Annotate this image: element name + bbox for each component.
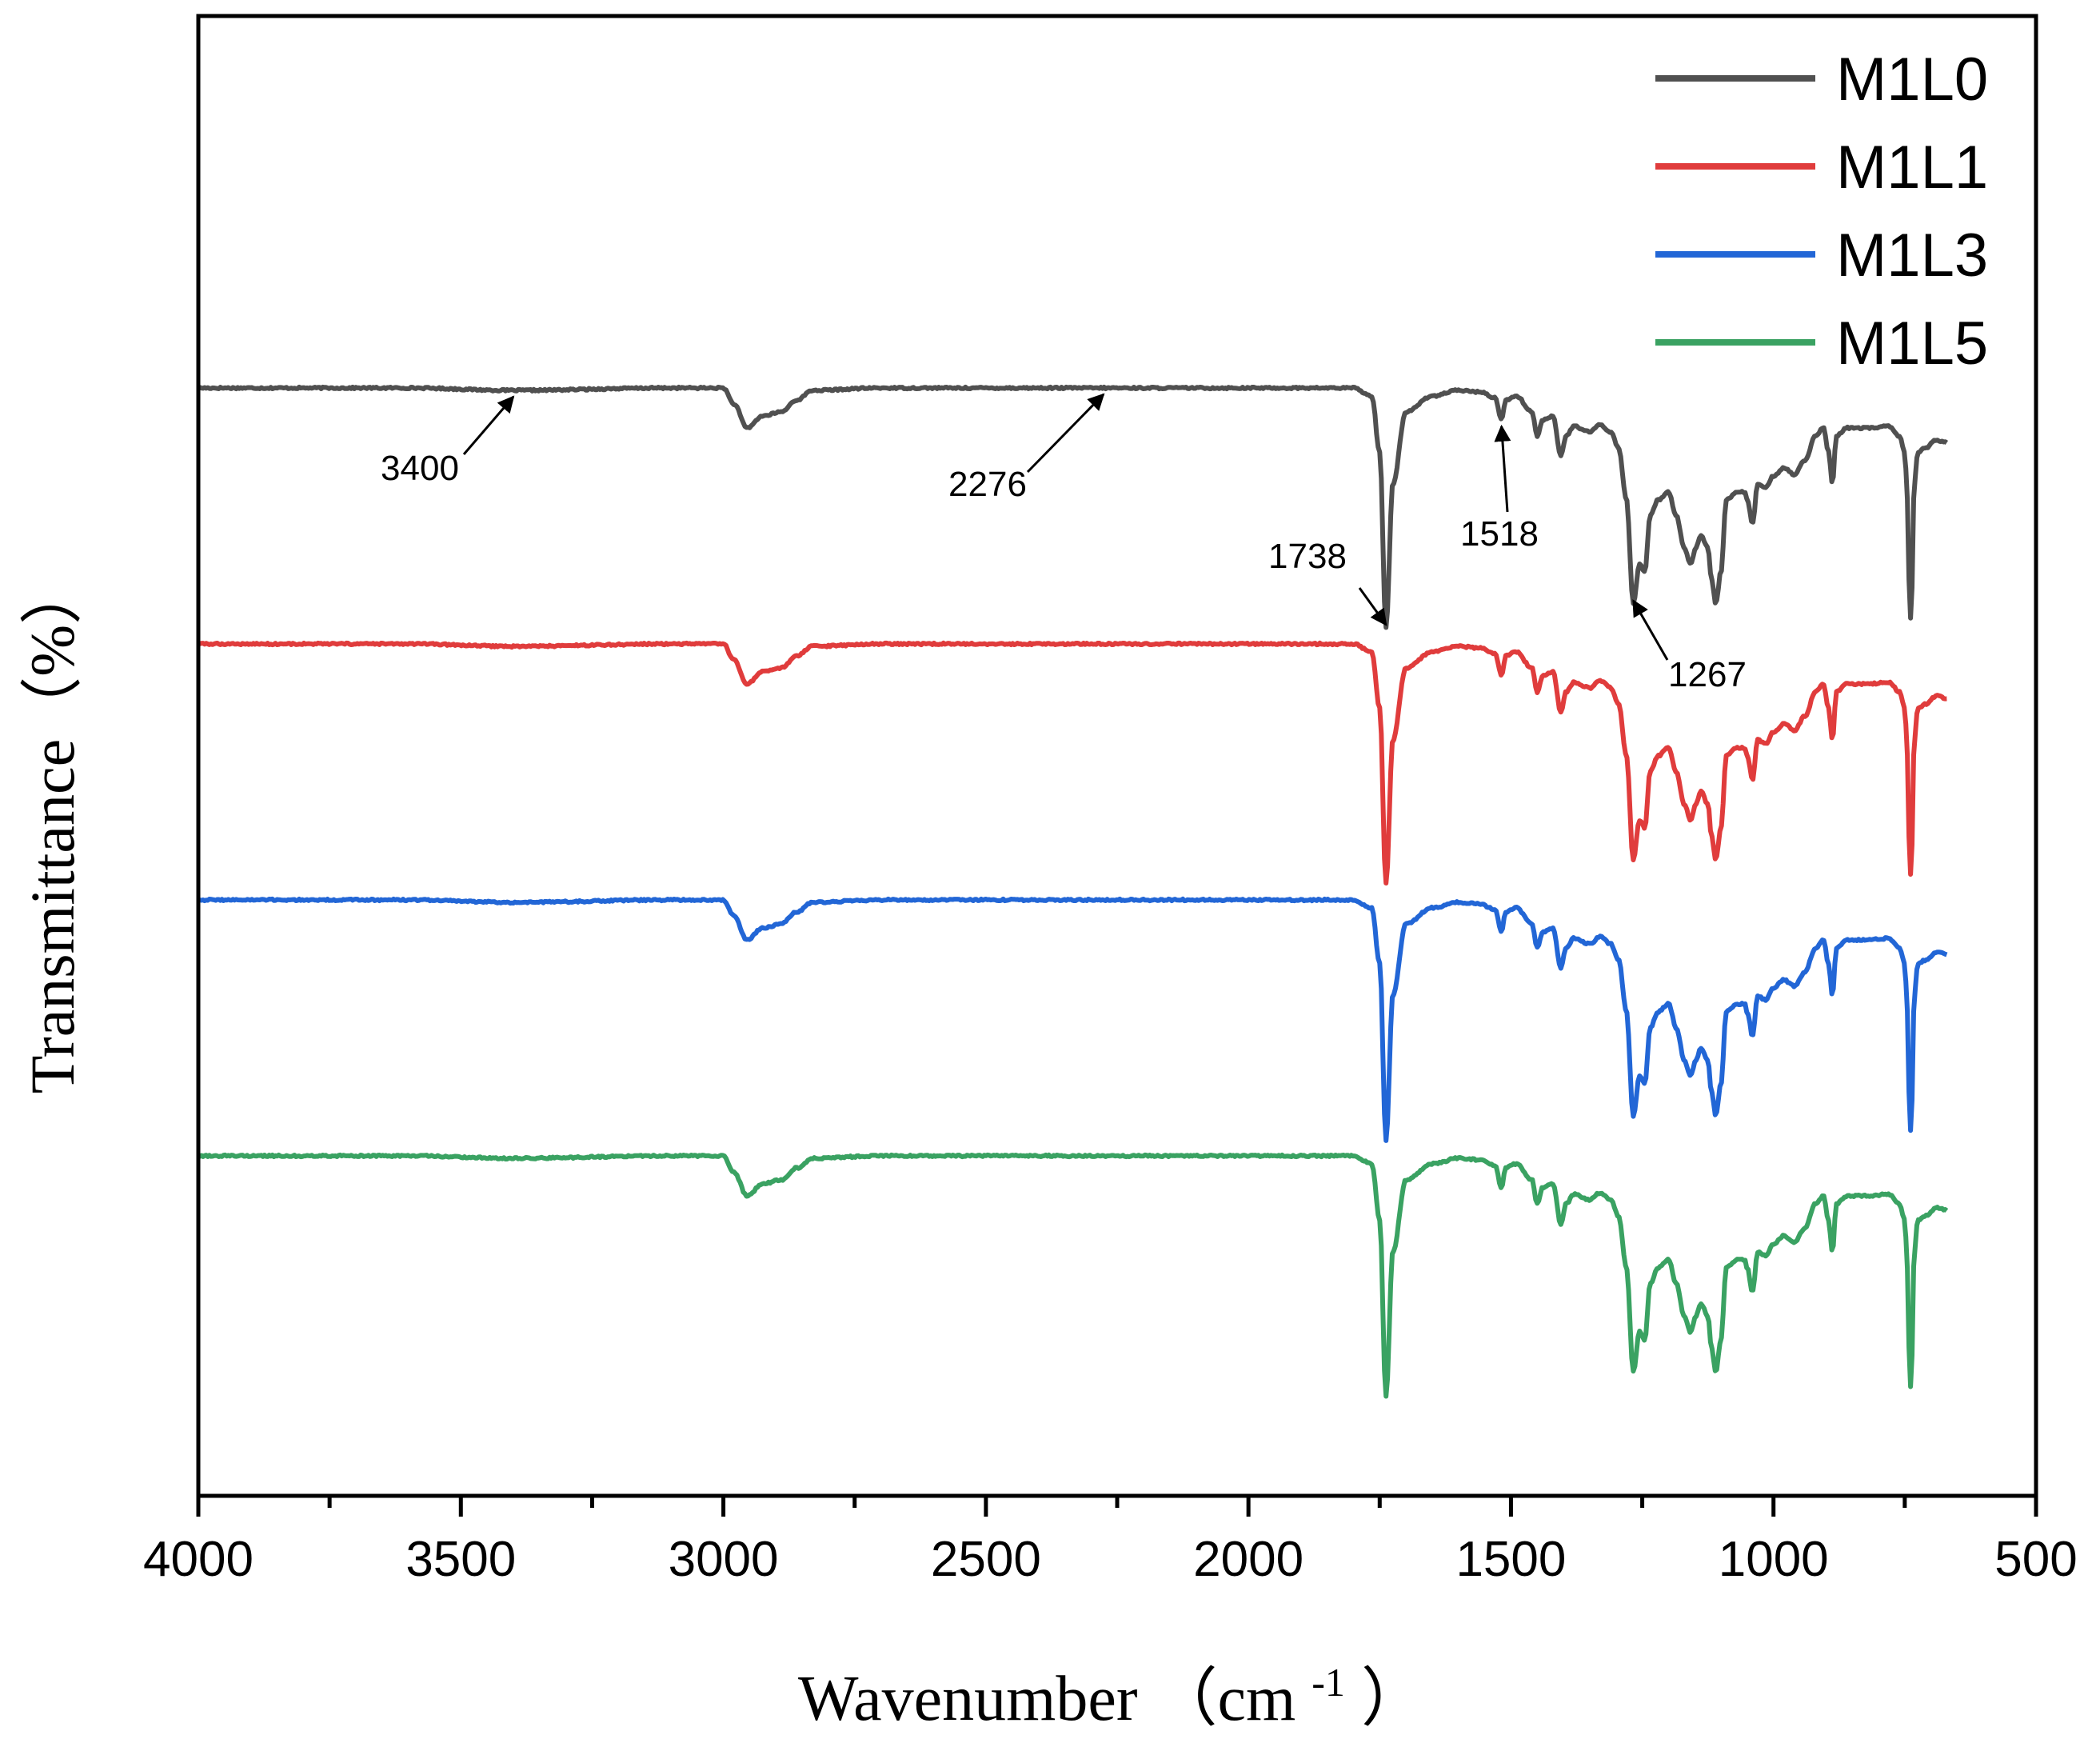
series-layer <box>197 384 1949 1399</box>
annotation-arrow-1518 <box>1494 424 1511 513</box>
plot-frame <box>196 14 2038 1498</box>
series-line-m1l5 <box>198 1152 1949 1399</box>
x-tick-label-1500: 1500 <box>1455 1532 1566 1587</box>
series-line-m1l3 <box>198 896 1948 1143</box>
x-axis-title: Wavenumber （cm -1 ） <box>798 1640 1425 1734</box>
legend-label-m1l3: M1L3 <box>1836 222 1988 290</box>
x-axis-unit-close: ） <box>1361 1664 1425 1734</box>
legend-label-m1l1: M1L1 <box>1836 134 1988 202</box>
x-tick-label-3500: 3500 <box>405 1532 516 1587</box>
x-tick-label-3000: 3000 <box>669 1532 779 1587</box>
annotation-arrow-3400 <box>462 395 515 455</box>
annotation-label-1518: 1518 <box>1460 514 1539 554</box>
legend-label-m1l0: M1L0 <box>1836 46 1988 114</box>
legend-label-m1l5: M1L5 <box>1836 310 1988 378</box>
series-line-m1l1 <box>197 640 1948 885</box>
annotation-arrow-2276 <box>1026 393 1105 474</box>
series-line-m1l0 <box>197 384 1949 630</box>
x-axis-unit-open: （cm <box>1154 1664 1296 1734</box>
legend: M1L0 M1L1 M1L3 M1L5 <box>1655 46 1988 378</box>
annotation-label-2276: 2276 <box>948 465 1027 504</box>
annotation-arrow-1267 <box>1632 599 1669 661</box>
annotation-label-1267: 1267 <box>1668 655 1747 694</box>
axes-layer <box>196 14 2038 1498</box>
x-tick-label-500: 500 <box>1994 1532 2077 1587</box>
x-tick-layer: 4000 3500 3000 2500 2000 1500 1000 500 <box>143 1496 2078 1587</box>
x-tick-label-4000: 4000 <box>143 1532 254 1587</box>
y-axis-title: Transmittance（%） <box>18 562 87 1093</box>
x-axis-title-main: Wavenumber <box>798 1664 1138 1734</box>
x-tick-label-2000: 2000 <box>1193 1532 1304 1587</box>
annotation-label-1738: 1738 <box>1268 537 1347 576</box>
annotation-arrow-1738 <box>1358 587 1387 626</box>
annotation-label-3400: 3400 <box>381 449 459 488</box>
annotation-layer: 3400 2276 1738 1518 1267 <box>381 393 1747 694</box>
x-axis-unit-sup: -1 <box>1312 1660 1345 1705</box>
x-tick-label-2500: 2500 <box>931 1532 1041 1587</box>
x-tick-label-1000: 1000 <box>1719 1532 1829 1587</box>
